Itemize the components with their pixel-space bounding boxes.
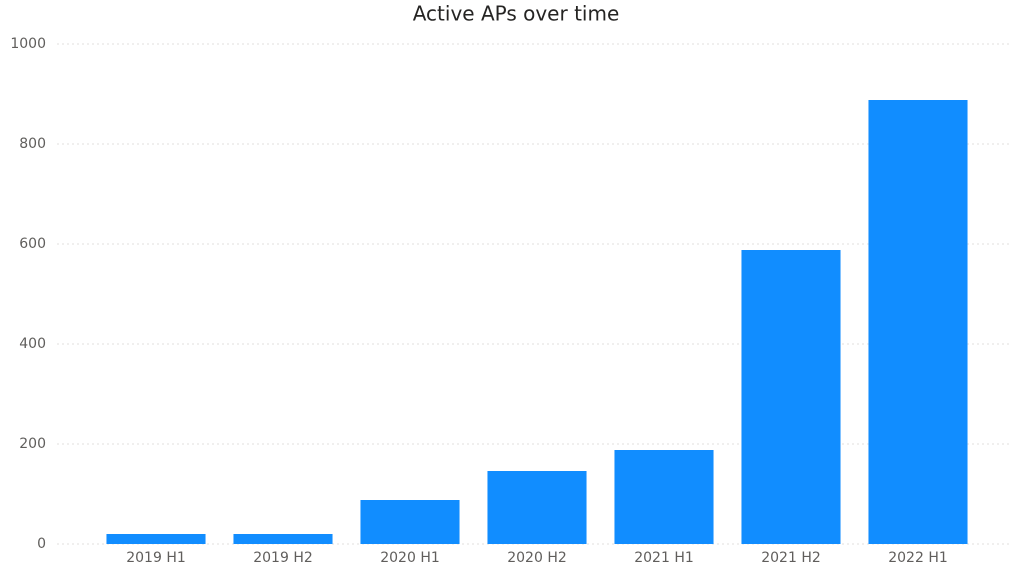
bar (233, 534, 333, 544)
y-tick-label: 400 (19, 336, 46, 352)
bar (868, 100, 968, 544)
bar (741, 250, 841, 544)
bar (614, 450, 714, 544)
y-tick-label: 200 (19, 436, 46, 452)
x-tick-label: 2020 H2 (507, 550, 567, 566)
bar (487, 471, 587, 544)
x-tick-label: 2021 H2 (761, 550, 821, 566)
x-tick-label: 2022 H1 (888, 550, 948, 566)
y-tick-label: 0 (37, 536, 46, 552)
bar (106, 534, 206, 544)
y-tick-label: 1000 (10, 36, 46, 52)
y-tick-label: 800 (19, 136, 46, 152)
chart-title: Active APs over time (413, 2, 620, 26)
x-tick-label: 2020 H1 (380, 550, 440, 566)
x-tick-label: 2021 H1 (634, 550, 694, 566)
x-tick-label: 2019 H1 (126, 550, 186, 566)
y-tick-label: 600 (19, 236, 46, 252)
bar (360, 500, 460, 544)
x-tick-label: 2019 H2 (253, 550, 313, 566)
